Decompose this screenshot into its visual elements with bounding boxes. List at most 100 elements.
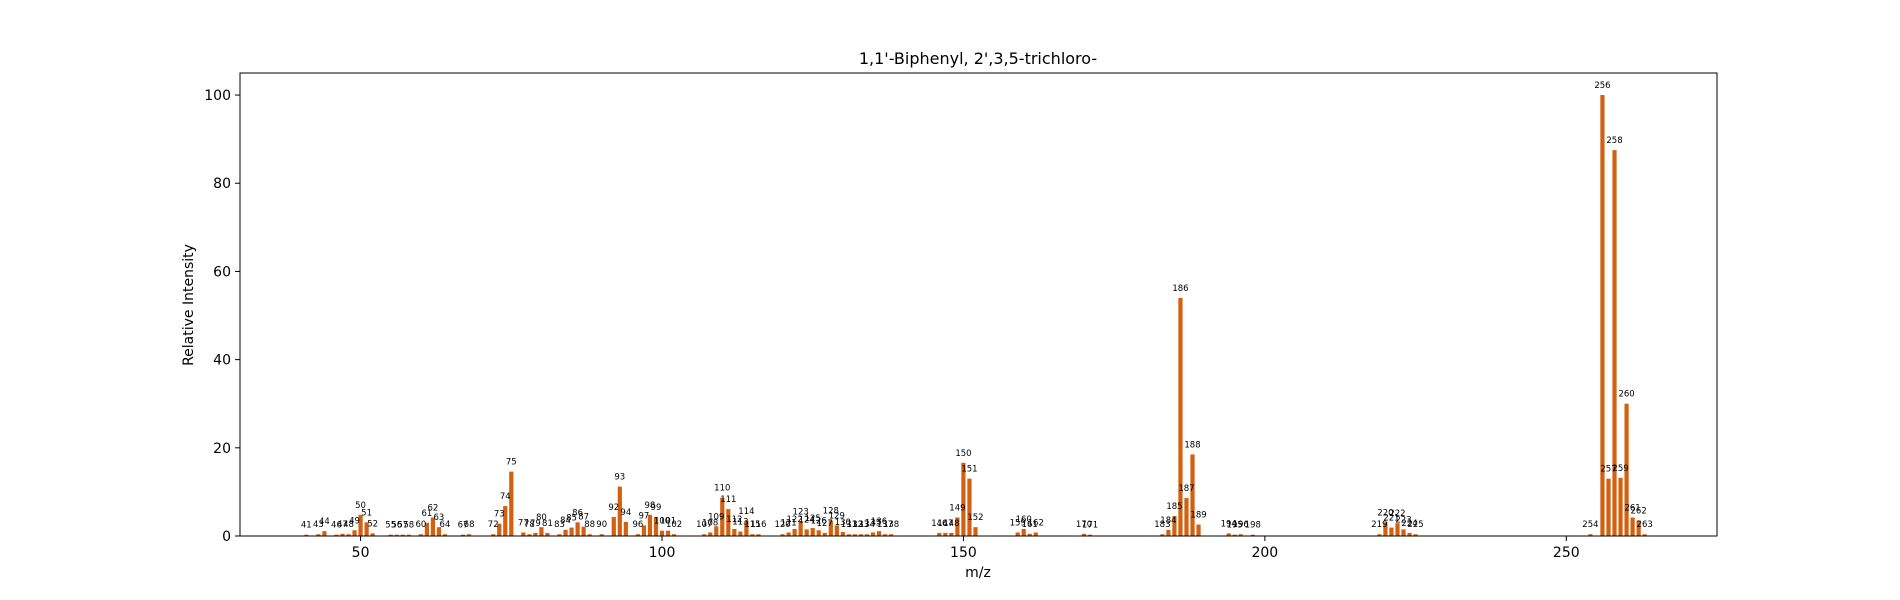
x-tick-label: 50	[352, 545, 370, 561]
peak-bar	[726, 509, 731, 536]
peak-bar	[744, 521, 749, 536]
peak-bar	[1027, 533, 1032, 536]
peak-label: 98	[645, 501, 656, 511]
peak-bar	[665, 530, 671, 536]
peak-bar	[870, 532, 876, 536]
peak-bar	[340, 533, 345, 536]
peak-bar	[304, 534, 309, 536]
peak-label: 58	[403, 521, 414, 531]
peak-label: 62	[427, 503, 438, 513]
peak-bar	[418, 534, 423, 536]
peak-bar	[1630, 517, 1635, 536]
peak-bar	[1383, 522, 1388, 536]
peak-label: 198	[1245, 521, 1261, 531]
peak-bar	[1015, 532, 1020, 536]
peak-label: 219	[1371, 520, 1387, 530]
y-axis: 0 20 40 60 80 100	[204, 88, 240, 545]
peak-bar	[406, 534, 411, 536]
peak-label: 61	[421, 509, 432, 519]
x-axis: 50 100 150 200 250	[352, 536, 1580, 561]
peak-label: 132	[847, 520, 863, 530]
peak-label: 122	[787, 515, 803, 525]
peak-label: 79	[530, 519, 541, 529]
peak-bar	[1389, 527, 1394, 536]
peak-bar	[346, 534, 351, 536]
peak-bar	[1033, 532, 1038, 536]
peak-label: 189	[1190, 511, 1206, 521]
peak-bar	[732, 528, 737, 536]
peak-bar	[1196, 524, 1201, 536]
peak-label: 137	[877, 520, 893, 530]
peak-bar	[840, 532, 845, 536]
peak-bar	[539, 527, 544, 536]
peak-label: 90	[596, 520, 607, 530]
peak-bar	[804, 529, 809, 536]
peak-label: 47	[337, 520, 348, 530]
peak-bar	[1618, 477, 1623, 536]
peak-bar	[635, 534, 640, 536]
peak-label: 111	[720, 495, 736, 505]
peak-label: 187	[1178, 484, 1194, 494]
y-tick-label: 0	[222, 529, 231, 545]
peak-label: 256	[1594, 81, 1610, 91]
peak-label: 161	[1022, 520, 1038, 530]
peak-label: 123	[793, 507, 809, 517]
peak-label: 260	[1618, 390, 1634, 400]
peak-label: 44	[319, 517, 330, 527]
peak-label: 223	[1395, 515, 1411, 525]
peak-bar	[1606, 478, 1611, 536]
peak-bar	[1377, 534, 1382, 536]
peak-label: 56	[391, 521, 402, 531]
peak-bar	[436, 527, 442, 536]
peak-bar	[1600, 95, 1605, 537]
peak-bar	[756, 534, 761, 536]
peak-label: 148	[943, 519, 959, 529]
peak-bar	[955, 517, 960, 536]
x-tick-label: 150	[950, 545, 977, 561]
peak-label: 84	[560, 516, 571, 526]
peak-bar	[424, 522, 429, 536]
x-tick-label: 250	[1553, 545, 1580, 561]
peak-bar	[491, 534, 496, 536]
peak-label: 43	[313, 520, 324, 530]
peak-bar	[388, 534, 393, 536]
peak-label: 75	[506, 458, 517, 468]
peak-bar	[1588, 534, 1593, 536]
peak-bar	[846, 534, 851, 536]
plot-frame	[239, 72, 1718, 537]
peak-bar	[864, 534, 870, 536]
x-tick-label: 100	[649, 545, 676, 561]
peak-label: 160	[1016, 515, 1032, 525]
peak-label: 124	[799, 515, 815, 525]
peak-bar	[852, 534, 858, 536]
x-tick-label: 200	[1251, 545, 1278, 561]
peak-bar	[786, 532, 791, 536]
peak-bar	[780, 534, 785, 536]
peak-label: 77	[518, 518, 529, 528]
peak-label: 152	[967, 513, 983, 523]
peak-bar	[569, 527, 574, 536]
y-tick-label: 20	[213, 441, 231, 457]
peak-bar	[653, 517, 659, 536]
peak-bar	[708, 532, 713, 536]
peak-bar	[617, 486, 622, 536]
peak-label: 94	[620, 508, 631, 518]
peak-label: 195	[1227, 521, 1243, 531]
peak-label: 133	[853, 520, 869, 530]
peak-label: 116	[750, 520, 766, 530]
peak-bar	[882, 534, 888, 536]
peak-label: 57	[397, 521, 408, 531]
peak-label: 225	[1407, 520, 1423, 530]
peak-bar	[1166, 529, 1171, 536]
peak-label: 113	[732, 518, 748, 528]
peak-label: 85	[566, 514, 577, 524]
peak-label: 78	[524, 520, 535, 530]
peak-bar	[937, 532, 942, 536]
peak-label: 188	[1184, 440, 1200, 450]
peak-bar	[430, 517, 436, 536]
peak-label: 220	[1377, 508, 1393, 518]
peak-bar	[1232, 534, 1237, 536]
peak-label: 146	[931, 519, 947, 529]
peak-bar	[647, 514, 653, 536]
